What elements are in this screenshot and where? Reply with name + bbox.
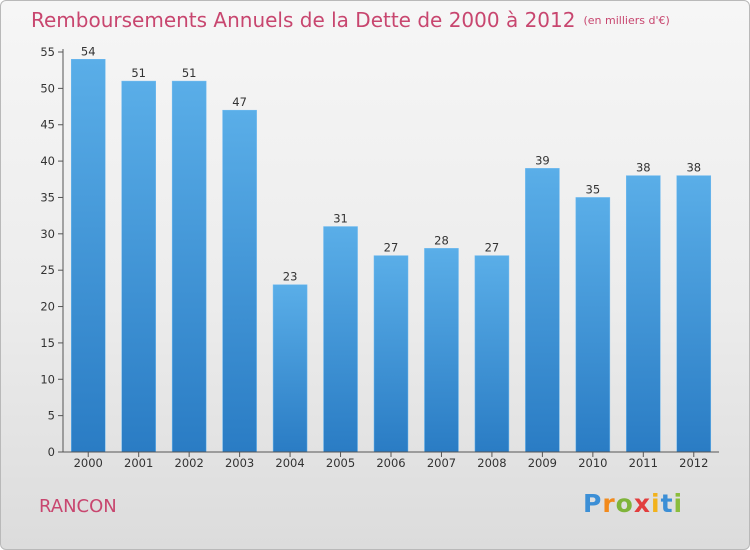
chart-title: Remboursements Annuels de la Dette de 20… [31, 8, 670, 32]
x-tick-label-2001: 2001 [124, 456, 153, 470]
chart-unit-note: (en milliers d'€) [583, 14, 670, 27]
x-tick-label-2008: 2008 [477, 456, 506, 470]
x-tick-label-2002: 2002 [175, 456, 204, 470]
bar-2001 [121, 80, 156, 453]
bar-2009 [525, 168, 560, 453]
x-tick-label-2000: 2000 [74, 456, 103, 470]
bar-2002 [171, 80, 207, 453]
bar-2004 [272, 284, 308, 453]
bar-2010 [575, 197, 611, 453]
commune-name: RANCON [39, 496, 117, 517]
data-label-2004: 23 [283, 270, 298, 284]
x-tick-label-2006: 2006 [376, 456, 405, 470]
x-tick-label-2012: 2012 [679, 456, 708, 470]
y-tick-label: 15 [40, 336, 55, 350]
bar-2011 [626, 175, 661, 453]
data-label-2005: 31 [333, 212, 348, 226]
data-label-2009: 39 [535, 153, 550, 167]
data-label-2006: 27 [384, 241, 399, 255]
y-tick-label: 10 [40, 372, 55, 386]
data-label-2010: 35 [586, 182, 601, 196]
data-label-2008: 27 [485, 241, 500, 255]
data-label-2011: 38 [636, 161, 651, 175]
x-tick-label-2007: 2007 [427, 456, 456, 470]
axes-group: 0 5 10 15 20 25 30 35 40 45 50 55 2000 2001 2002 2003 20… [40, 45, 719, 470]
bars-group: 54 51 51 47 23 31 27 28 27 39 35 38 38 [70, 44, 712, 453]
y-tick-label: 40 [40, 154, 55, 168]
data-label-2007: 28 [434, 233, 449, 247]
x-tick-label-2004: 2004 [275, 456, 304, 470]
y-tick-label: 45 [40, 118, 55, 132]
bar-2003 [222, 109, 257, 453]
proxiti-logo: Proxiti [583, 489, 684, 518]
y-tick-label: 20 [40, 300, 55, 314]
y-tick-label: 5 [48, 409, 55, 423]
y-tick-label: 0 [48, 445, 55, 459]
data-label-2012: 38 [686, 161, 701, 175]
x-tick-label-2003: 2003 [225, 456, 254, 470]
bar-2007 [424, 248, 459, 453]
y-tick-label: 55 [40, 45, 55, 59]
y-tick-label: 30 [40, 227, 55, 241]
x-tick-label-2011: 2011 [629, 456, 658, 470]
data-label-2001: 51 [131, 66, 146, 80]
x-tick-label-2009: 2009 [528, 456, 557, 470]
chart-title-text: Remboursements Annuels de la Dette de 20… [31, 8, 576, 32]
y-tick-label: 35 [40, 190, 55, 204]
y-tick-label: 50 [40, 81, 55, 95]
bar-2005 [323, 226, 358, 453]
data-label-2003: 47 [232, 95, 247, 109]
bar-2000 [70, 59, 106, 453]
bar-2008 [474, 255, 510, 453]
data-label-2000: 54 [81, 44, 96, 58]
y-tick-label: 25 [40, 263, 55, 277]
data-label-2002: 51 [182, 66, 197, 80]
bar-2012 [676, 175, 712, 453]
x-tick-label-2010: 2010 [578, 456, 607, 470]
x-tick-label-2005: 2005 [326, 456, 355, 470]
bar-2006 [373, 255, 409, 453]
